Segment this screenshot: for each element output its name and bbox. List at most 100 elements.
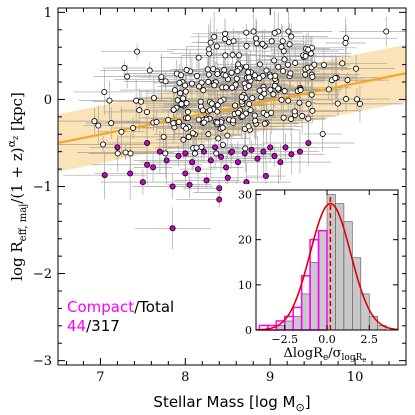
- y-tick-label: −3: [33, 354, 52, 369]
- total-point: [339, 60, 346, 67]
- total-point: [211, 82, 218, 89]
- total-point: [253, 35, 260, 42]
- total-point: [230, 38, 237, 45]
- total-point: [205, 46, 212, 53]
- total-point: [291, 108, 298, 115]
- total-point: [180, 136, 187, 143]
- total-point: [176, 79, 183, 86]
- total-point: [201, 119, 208, 126]
- total-point: [219, 141, 226, 148]
- inset-x-label-sub2: logR: [342, 353, 363, 363]
- total-point: [175, 118, 182, 125]
- compact-point: [267, 144, 274, 151]
- total-point: [275, 63, 282, 70]
- inset-x-tick-label: 2.5: [361, 333, 379, 346]
- total-point: [165, 117, 172, 124]
- total-point: [184, 108, 191, 115]
- total-point: [320, 61, 327, 68]
- compact-points: [101, 139, 312, 232]
- total-point: [280, 68, 287, 75]
- total-point: [205, 71, 212, 78]
- total-point: [229, 51, 236, 58]
- legend-total-label: Total: [138, 298, 174, 316]
- total-point: [150, 94, 157, 101]
- total-point: [235, 52, 242, 59]
- x-axis-label-close: ]: [305, 393, 311, 411]
- total-point: [193, 72, 200, 79]
- compact-point: [282, 144, 289, 151]
- compact-point: [127, 170, 134, 177]
- x-axis-label: Stellar Mass [log M⊙]: [153, 393, 310, 414]
- total-point: [214, 119, 221, 126]
- total-point: [200, 87, 207, 94]
- compact-point: [216, 185, 223, 192]
- compact-point: [189, 159, 196, 166]
- y-axis-label-sup: α: [5, 139, 18, 147]
- total-point: [271, 29, 278, 36]
- total-point: [252, 117, 259, 124]
- y-axis-label: log Reff, maj/(1 + z)αz [kpc]: [5, 92, 29, 281]
- total-point: [343, 96, 350, 103]
- total-point: [133, 97, 140, 104]
- compact-point: [223, 164, 230, 171]
- compact-point: [195, 166, 202, 173]
- compact-point: [212, 144, 219, 151]
- compact-point: [217, 153, 224, 160]
- total-point: [178, 101, 185, 108]
- total-point: [247, 107, 254, 114]
- inset-total-bar: [292, 316, 302, 331]
- total-point: [124, 73, 131, 80]
- compact-point: [234, 159, 241, 166]
- compact-point: [248, 146, 255, 153]
- total-point: [319, 130, 326, 137]
- total-point: [245, 82, 252, 89]
- inset-x-label-sub: e: [323, 353, 328, 363]
- total-point: [205, 131, 212, 138]
- legend-compact-count: 44: [67, 317, 86, 335]
- inset-total-bar: [352, 257, 362, 331]
- total-point: [184, 115, 191, 122]
- total-point: [271, 57, 278, 64]
- total-point: [281, 56, 288, 63]
- total-point: [230, 117, 237, 124]
- total-point: [249, 95, 256, 102]
- total-point: [222, 72, 229, 79]
- total-point: [309, 107, 316, 114]
- compact-point: [182, 150, 189, 157]
- total-point: [302, 71, 309, 78]
- total-point: [222, 36, 229, 43]
- total-point: [215, 135, 222, 142]
- total-point: [253, 40, 260, 47]
- y-axis-label-main: log R: [8, 241, 26, 281]
- compact-point: [182, 170, 189, 177]
- total-point: [353, 96, 360, 103]
- total-point: [118, 128, 125, 135]
- total-point: [242, 145, 249, 152]
- y-tick-label: −2: [33, 267, 52, 282]
- compact-point: [241, 150, 248, 157]
- y-tick-label: −1: [33, 180, 52, 195]
- total-point: [127, 150, 134, 157]
- total-point: [108, 120, 115, 127]
- legend-compact-label: Compact: [67, 298, 134, 316]
- total-point: [146, 67, 153, 74]
- total-point: [228, 69, 235, 76]
- total-point: [308, 91, 315, 98]
- total-point: [189, 130, 196, 137]
- total-point: [309, 73, 316, 80]
- total-point: [199, 107, 206, 114]
- x-tick-label: 10: [347, 370, 364, 385]
- y-axis-label-rest: /(1 + z): [8, 147, 26, 203]
- total-point: [287, 70, 294, 77]
- compact-point: [169, 225, 176, 232]
- legend-sep: /: [134, 298, 140, 316]
- total-point: [239, 113, 246, 120]
- x-axis-label-main: Stellar Mass [log M: [153, 393, 295, 411]
- main-ticks: [58, 8, 406, 365]
- total-point: [229, 84, 236, 91]
- total-point: [122, 149, 129, 156]
- compact-point: [163, 157, 170, 164]
- y-axis-label-unit: [kpc]: [8, 92, 26, 136]
- total-point: [278, 43, 285, 50]
